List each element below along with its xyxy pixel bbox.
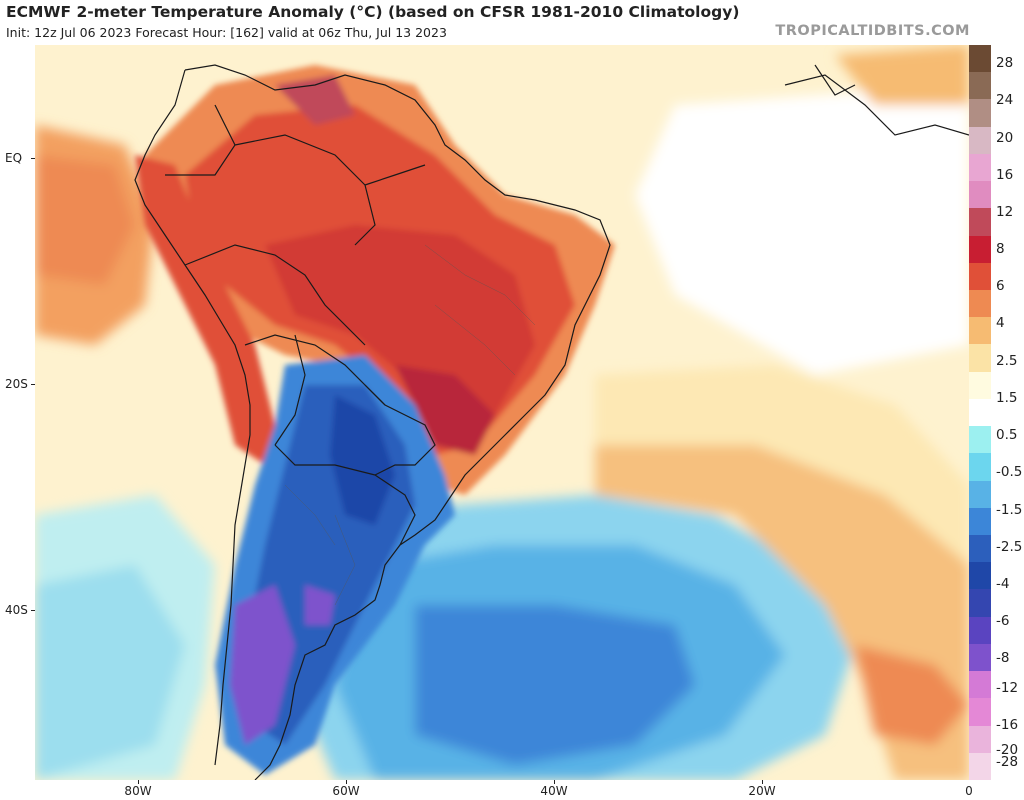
colorbar-label: 2.5 (996, 353, 1018, 369)
colorbar-label: 0.5 (996, 427, 1018, 443)
lon-tick (346, 780, 347, 784)
lat-label-eq: EQ (5, 151, 23, 165)
colorbar-label: 8 (996, 241, 1005, 257)
colorbar-swatch (969, 181, 991, 209)
colorbar-swatch (969, 208, 991, 237)
colorbar-swatch (969, 535, 991, 563)
colorbar-swatch (969, 562, 991, 590)
colorbar-label: -8 (996, 650, 1010, 666)
colorbar-label: 1.5 (996, 390, 1018, 406)
lon-tick (762, 780, 763, 784)
colorbar: 28 24 20 16 12 8 6 4 2.5 1.5 0.5 -0.5 -1.5 -2.5 -4 -6 -8… (969, 45, 1024, 781)
colorbar-swatch (969, 45, 991, 73)
colorbar-swatch (969, 398, 991, 427)
colorbar-swatch (969, 290, 991, 318)
colorbar-label: 6 (996, 278, 1005, 294)
coastlines (134, 64, 969, 780)
colorbar-label: -1.5 (996, 502, 1023, 518)
colorbar-label: -12 (996, 680, 1019, 696)
lat-tick (31, 158, 35, 159)
colorbar-label: 4 (996, 315, 1005, 331)
forecast-info: Init: 12z Jul 06 2023 Forecast Hour: [16… (6, 25, 447, 40)
colorbar-label: -16 (996, 717, 1019, 733)
colorbar-swatch (969, 371, 991, 400)
colorbar-label: 16 (996, 167, 1014, 183)
colorbar-swatch (969, 725, 991, 754)
site-watermark: TROPICALTIDBITS.COM (775, 23, 970, 39)
lon-tick (138, 780, 139, 784)
temperature-anomaly-map (35, 45, 969, 780)
colorbar-label: -6 (996, 613, 1010, 629)
colorbar-swatch (969, 453, 991, 482)
colorbar-label: 12 (996, 204, 1014, 220)
colorbar-swatch (969, 126, 991, 155)
colorbar-swatch (969, 589, 991, 618)
colorbar-label: -4 (996, 576, 1010, 592)
colorbar-swatch (969, 235, 991, 264)
colorbar-label: -20 (996, 742, 1019, 758)
lon-label-20w: 20W (748, 784, 776, 798)
colorbar-swatch (969, 72, 991, 100)
lon-tick (554, 780, 555, 784)
lon-label-60w: 60W (332, 784, 360, 798)
colorbar-label: -2.5 (996, 539, 1023, 555)
colorbar-swatch (969, 616, 991, 645)
anomaly-field (35, 45, 969, 780)
colorbar-label: -28 (996, 754, 1019, 770)
lon-label-0: 0 (965, 784, 973, 798)
colorbar-swatch (969, 671, 991, 699)
lon-label-40w: 40W (540, 784, 568, 798)
colorbar-swatch (969, 426, 991, 454)
map-title: ECMWF 2-meter Temperature Anomaly (°C) (… (6, 3, 740, 21)
colorbar-label: 24 (996, 92, 1014, 108)
colorbar-label: 28 (996, 55, 1014, 71)
colorbar-swatch (969, 480, 991, 509)
colorbar-label: -0.5 (996, 464, 1023, 480)
colorbar-swatch (969, 698, 991, 727)
lat-tick (31, 384, 35, 385)
colorbar-swatch (969, 262, 991, 291)
colorbar-swatch (969, 99, 991, 128)
lat-label-40s: 40S (5, 603, 28, 617)
colorbar-swatch (969, 507, 991, 536)
colorbar-label: 20 (996, 130, 1014, 146)
colorbar-swatch (969, 317, 991, 345)
lat-label-20s: 20S (5, 377, 28, 391)
colorbar-swatch (969, 752, 991, 781)
lat-tick (31, 610, 35, 611)
lon-label-80w: 80W (124, 784, 152, 798)
colorbar-swatch (969, 643, 991, 672)
colorbar-swatch (969, 153, 991, 182)
colorbar-swatch (969, 344, 991, 373)
